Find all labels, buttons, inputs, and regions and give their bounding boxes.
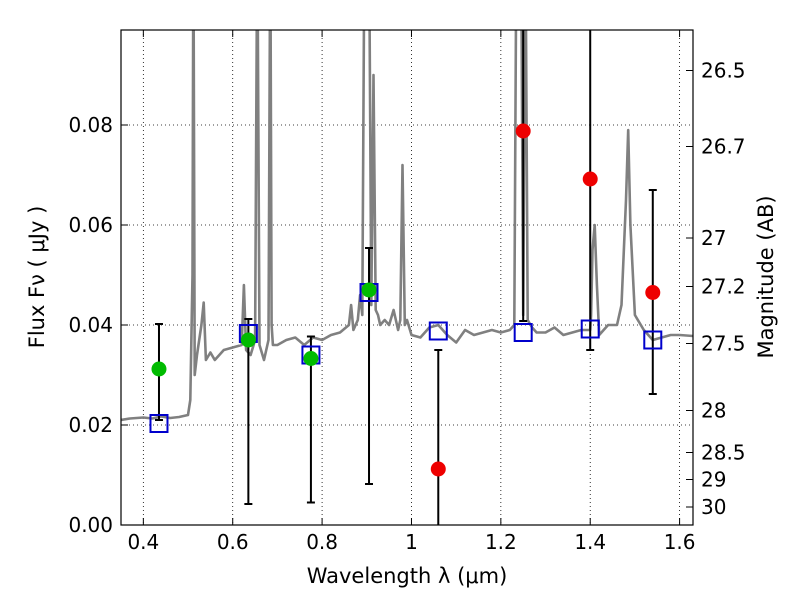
y2-tick-label: 29 <box>701 468 726 492</box>
y-tick-label: 0.06 <box>68 213 113 237</box>
x-tick-label: 1 <box>405 530 418 554</box>
y2-tick-label: 26.7 <box>701 135 746 159</box>
plot-background <box>121 30 693 525</box>
y2-tick-label: 28 <box>701 399 726 423</box>
model-flux-square <box>580 319 600 339</box>
y-axis-label: Flux Fν ( μJy ) <box>25 206 49 349</box>
y2-axis-label: Magnitude (AB) <box>754 195 778 358</box>
plot-frame <box>120 29 694 526</box>
detection-point <box>151 361 167 377</box>
upper-limit-point <box>582 171 598 187</box>
y-tick-label: 0.00 <box>68 513 113 537</box>
detection-point <box>361 282 377 298</box>
upper-limit-point <box>515 123 531 139</box>
x-tick-label: 0.8 <box>306 530 338 554</box>
x-tick-label: 0.6 <box>217 530 249 554</box>
y2-tick-label: 27.2 <box>701 275 746 299</box>
x-tick-label: 1.4 <box>574 530 606 554</box>
model-flux-square <box>643 330 663 350</box>
x-tick-label: 1.2 <box>485 530 517 554</box>
y2-tick-label: 26.5 <box>701 59 746 83</box>
x-axis-label: Wavelength λ (μm) <box>307 564 508 588</box>
axes: 0.4 0.6 0.8 1 1.2 1.4 1.6 0.00 0.02 0.04 0.06 0.08 2… <box>68 30 746 554</box>
y2-tick-label: 30 <box>701 495 726 519</box>
model-flux-square <box>513 323 533 342</box>
model-flux-square <box>428 321 448 341</box>
y2-tick-label: 27.5 <box>701 332 746 356</box>
upper-limit-point <box>645 285 661 300</box>
detection-point <box>303 351 319 366</box>
upper-limit-point <box>430 461 446 477</box>
detection-point <box>240 332 256 348</box>
error-bars <box>149 30 663 525</box>
y2-tick-label: 28.5 <box>701 441 746 465</box>
x-tick-label: 1.6 <box>664 530 696 554</box>
y-tick-label: 0.04 <box>68 313 113 337</box>
y-tick-label: 0.02 <box>68 413 113 437</box>
y2-tick-label: 27 <box>701 226 726 250</box>
model-flux-square <box>149 414 169 433</box>
x-tick-label: 0.4 <box>127 530 159 554</box>
y-tick-label: 0.08 <box>68 113 113 137</box>
